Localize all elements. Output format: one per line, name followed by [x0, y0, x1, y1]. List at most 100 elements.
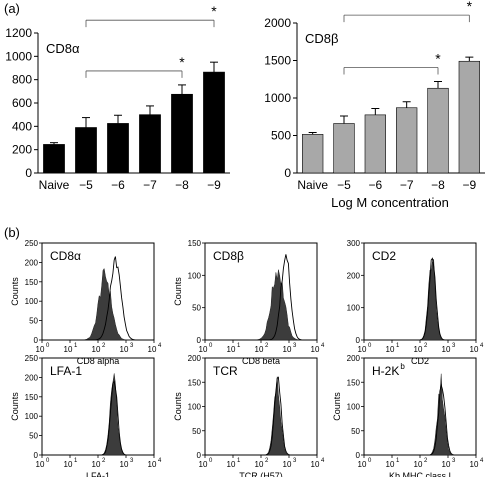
significance-star: *: [179, 54, 185, 70]
x-tick-label: 10: [414, 345, 423, 354]
x-tick-exponent: 0: [368, 343, 372, 349]
bar: [427, 87, 449, 174]
x-tick-exponent: 1: [237, 458, 241, 464]
open-histogram: [364, 383, 476, 456]
x-tick-label: Naive: [39, 178, 70, 192]
x-tick-label: 10: [358, 345, 367, 354]
y-tick-label: 100: [25, 412, 39, 421]
x-tick-label: 10: [36, 460, 45, 469]
y-tick-label: 0: [284, 166, 291, 180]
x-tick-label: −7: [143, 178, 157, 192]
open-histogram: [42, 380, 154, 456]
x-tick-exponent: 0: [46, 458, 50, 464]
y-tick-label: 0: [197, 336, 202, 345]
y-tick-label: 200: [25, 258, 39, 267]
x-axis-label: CD8 beta: [242, 356, 280, 366]
y-tick-label: 0: [34, 336, 39, 345]
x-tick-label: −8: [175, 178, 189, 192]
bar: [75, 127, 97, 174]
histogram-title-superscript: b: [400, 362, 405, 371]
y-tick-label: 1200: [5, 26, 32, 40]
y-tick-label: 1500: [264, 54, 291, 68]
filled-histogram: [42, 373, 154, 456]
x-tick-label: 10: [386, 460, 395, 469]
x-tick-label: 10: [470, 345, 479, 354]
y-tick-label: 150: [25, 393, 39, 402]
y-tick-label: 200: [188, 354, 202, 363]
x-tick-label: 10: [92, 460, 101, 469]
y-tick-label: 0: [34, 451, 39, 460]
x-tick-label: 10: [148, 460, 157, 469]
filled-histogram: [364, 258, 476, 341]
x-tick-exponent: 4: [480, 458, 484, 464]
x-tick-exponent: 1: [74, 458, 78, 464]
x-axis-label: CD2: [411, 356, 429, 366]
y-tick-label: 100: [188, 271, 202, 280]
x-tick-label: 10: [283, 460, 292, 469]
histogram-title: CD8β: [213, 249, 244, 263]
chart-title: CD8β: [305, 31, 338, 46]
x-tick-exponent: 0: [46, 343, 50, 349]
y-tick-label: 500: [271, 129, 291, 143]
histogram-title: LFA-1: [50, 364, 82, 378]
x-tick-label: 10: [311, 460, 320, 469]
filled-histogram: [205, 269, 317, 341]
x-tick-exponent: 3: [293, 343, 297, 349]
y-tick-label: 50: [192, 304, 201, 313]
bar: [139, 114, 161, 174]
bar: [302, 134, 324, 174]
x-tick-exponent: 0: [209, 458, 213, 464]
x-tick-exponent: 2: [102, 343, 106, 349]
x-tick-label: 10: [36, 345, 45, 354]
x-axis-label: CD8 alpha: [77, 356, 120, 366]
x-tick-label: −9: [462, 178, 476, 192]
x-tick-label: −7: [400, 178, 414, 192]
x-tick-label: 10: [255, 345, 264, 354]
bar: [171, 93, 193, 174]
y-tick-label: 150: [188, 378, 202, 387]
y-tick-label: 200: [12, 143, 32, 157]
x-tick-exponent: 1: [74, 343, 78, 349]
x-tick-label: 10: [120, 460, 129, 469]
x-tick-label: 10: [120, 345, 129, 354]
bar: [396, 107, 418, 174]
x-tick-exponent: 4: [158, 343, 162, 349]
y-tick-label: 0: [197, 451, 202, 460]
open-histogram: [42, 256, 154, 341]
y-tick-label: 50: [351, 427, 360, 436]
y-tick-label: 0: [25, 166, 32, 180]
x-tick-label: −5: [79, 178, 93, 192]
x-tick-label: 10: [442, 345, 451, 354]
x-tick-exponent: 2: [102, 458, 106, 464]
y-tick-label: 100: [25, 297, 39, 306]
x-tick-label: 10: [199, 345, 208, 354]
x-tick-exponent: 1: [396, 458, 400, 464]
bar: [333, 123, 355, 174]
bar: [107, 123, 129, 174]
x-tick-label: 10: [255, 460, 264, 469]
x-axis-label: LFA-1: [86, 471, 110, 477]
x-tick-exponent: 2: [424, 343, 428, 349]
bar: [43, 144, 65, 174]
y-tick-label: 100: [347, 304, 361, 313]
histogram-title: CD8α: [50, 249, 81, 263]
panel-label-a: (a): [4, 1, 20, 16]
cd8a-bar-chart: 0 200 400 600 800 1000 1200 Naive −5 −6 −7 −8 −9 CD8α…: [5, 3, 230, 192]
y-tick-label: 250: [25, 239, 39, 248]
x-tick-label: −6: [368, 178, 382, 192]
y-tick-label: 600: [12, 96, 32, 110]
y-tick-label: 150: [347, 378, 361, 387]
x-tick-label: 10: [311, 345, 320, 354]
x-axis-label: Log M concentration: [331, 195, 449, 210]
bar: [364, 114, 386, 174]
y-tick-label: 200: [347, 271, 361, 280]
y-axis-label: Counts: [10, 277, 20, 306]
significance-star: *: [435, 51, 441, 67]
y-tick-label: 50: [192, 427, 201, 436]
